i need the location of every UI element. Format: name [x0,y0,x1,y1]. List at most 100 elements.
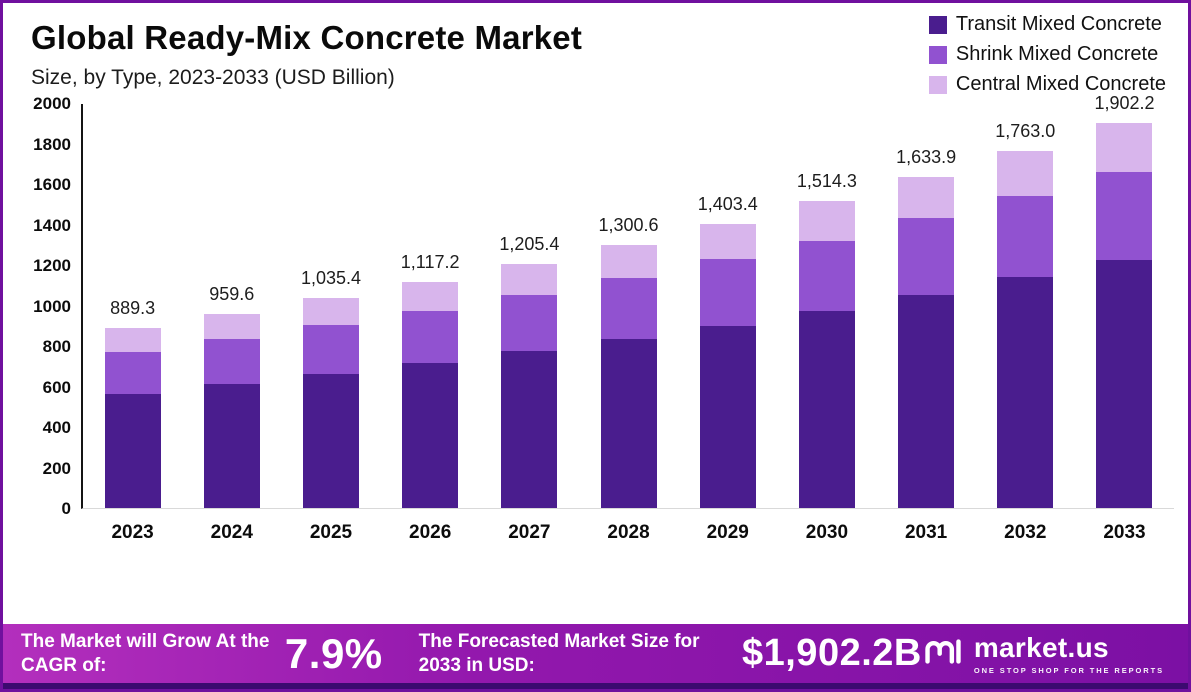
x-axis-tick-label: 2031 [904,522,948,543]
bar-segment-transit [997,277,1054,508]
stacked-bar-2028 [600,244,657,508]
legend-item-central: Central Mixed Concrete [928,73,1166,96]
brand-name: market.us [973,632,1109,663]
forecast-value: $1,902.2B [741,632,922,674]
bar-slot-2029: 1,403.4 [678,104,777,508]
stacked-bar-2030 [798,201,855,508]
bar-total-label: 1,403.4 [697,193,758,214]
legend-swatch-transit [928,15,947,34]
x-axis-tick-label: 2030 [805,522,849,543]
bar-segment-transit [402,363,459,508]
legend-label-transit: Transit Mixed Concrete [955,13,1162,35]
bar-total-label: 1,763.0 [995,121,1056,141]
page-subtitle: Size, by Type, 2023-2033 (USD Billion) [31,66,395,89]
plot-area: 889.3 959.6 1,035.4 1,117.2 1,205.4 1,300.6 1,… [81,93,1174,509]
stacked-bar-2033 [1096,122,1153,508]
x-axis-labels: 2023 2024 2025 2026 2027 2028 2029 2030 2031 2032… [83,522,1174,544]
bar-segment-shrink [501,295,558,352]
y-axis-tick-label: 600 [42,377,71,397]
bar-segment-shrink [600,278,657,339]
bars-area: 889.3 959.6 1,035.4 1,117.2 1,205.4 1,300.6 1,… [83,93,1174,508]
x-axis-spacer [19,522,83,544]
stacked-bar-2023 [104,327,161,508]
bar-slot-2031: 1,633.9 [877,104,976,508]
bar-segment-transit [798,310,855,508]
bar-segment-central [402,281,459,311]
bar-segment-transit [104,393,161,508]
bar-segment-central [203,313,260,339]
cagr-label: The Market will Grow At the CAGR of: [21,630,270,676]
footer-accent-strip [3,683,1188,689]
bar-slot-2026: 1,117.2 [381,104,480,508]
bar-slot-2023: 889.3 [83,104,182,508]
brand-tagline: ONE STOP SHOP FOR THE REPORTS [973,666,1164,675]
market-us-logo-icon [922,636,964,672]
y-axis-tick-label: 1600 [33,175,71,194]
bar-segment-transit [699,325,756,508]
bar-total-label: 1,902.2 [1094,92,1155,113]
bar-total-label: 959.6 [209,283,255,304]
brand-block: market.us ONE STOP SHOP FOR THE REPORTS [922,632,1164,675]
bar-slot-2032: 1,763.0 [976,104,1075,508]
x-axis-tick-label: 2024 [210,522,253,543]
bar-slot-2025: 1,035.4 [281,104,380,508]
bar-segment-central [997,151,1054,197]
bar-total-label: 889.3 [110,297,156,318]
bar-segment-transit [1096,259,1153,508]
y-axis-tick-label: 0 [61,499,71,518]
bar-segment-transit [898,295,955,508]
cagr-value: 7.9% [284,629,383,677]
y-axis-tick-label: 1400 [33,215,71,235]
bar-segment-shrink [203,338,260,385]
page-title: Global Ready-Mix Concrete Market [31,19,583,56]
bar-segment-central [302,298,359,326]
bar-segment-transit [203,384,260,508]
y-axis-tick-label: 800 [42,337,71,356]
chart-legend: Transit Mixed Concrete Shrink Mixed Conc… [928,13,1166,96]
bar-slot-2028: 1,300.6 [579,104,678,508]
bar-segment-shrink [898,218,955,296]
stacked-bar-2029 [699,223,756,508]
bar-segment-central [798,201,855,241]
bar-segment-transit [501,351,558,508]
y-axis-tick-label: 1800 [33,134,71,154]
y-axis-tick-label: 200 [42,458,71,478]
bar-total-label: 1,514.3 [796,171,857,192]
bar-total-label: 1,035.4 [300,268,361,289]
chart-header: Global Ready-Mix Concrete Market Size, b… [3,3,1188,95]
bar-segment-shrink [798,240,855,311]
stacked-bar-2031 [898,177,955,508]
bar-segment-central [104,327,161,353]
bar-segment-shrink [104,352,161,394]
bar-segment-central [600,244,657,279]
legend-label-shrink: Shrink Mixed Concrete [955,43,1159,65]
stacked-bar-2024 [203,313,260,508]
legend-swatch-central [928,75,947,94]
bar-segment-central [501,263,558,296]
x-axis-tick-label: 2027 [508,522,551,543]
stacked-bar-2032 [997,151,1054,508]
x-axis-tick-label: 2028 [607,522,650,543]
stacked-bar-2026 [402,281,459,508]
x-axis-tick-label: 2025 [309,522,353,543]
footer-main: The Market will Grow At the CAGR of: 7.9… [3,624,1188,683]
bar-segment-central [898,177,955,219]
bar-segment-shrink [997,196,1054,278]
bar-total-label: 1,117.2 [400,251,460,272]
bar-segment-shrink [402,310,459,364]
x-axis-tick-label: 2026 [409,522,452,543]
bar-segment-transit [302,374,359,508]
x-axis-tick-label: 2023 [111,522,154,543]
y-axis-labels: 0 200 400 600 800 1000 1200 1400 1600 1800 2000 [19,94,81,518]
stacked-bar-2025 [302,298,359,508]
legend-label-central: Central Mixed Concrete [955,73,1166,95]
bar-slot-2033: 1,902.2 [1075,93,1174,508]
y-axis-tick-label: 1000 [33,296,71,316]
bar-segment-central [699,223,756,260]
stacked-bar-2027 [501,263,558,508]
x-axis-tick-label: 2033 [1103,522,1146,543]
x-axis-tick-label: 2029 [706,522,749,543]
bar-segment-transit [600,338,657,508]
bar-total-label: 1,300.6 [598,214,659,235]
